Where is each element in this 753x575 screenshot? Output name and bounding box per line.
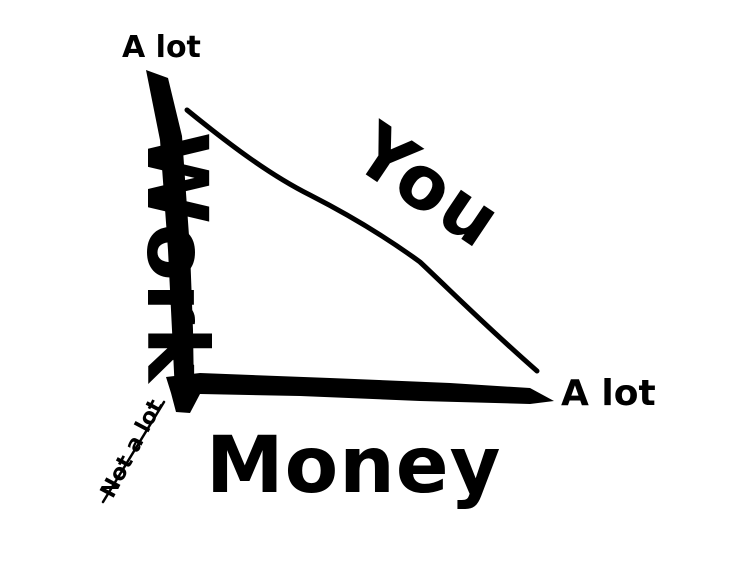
- curve-label: You: [338, 106, 517, 265]
- x-axis-line: [166, 373, 554, 413]
- you-diagonal-line-shadow: [298, 188, 414, 258]
- y-axis-line: [146, 70, 194, 393]
- y-axis-max-label: A lot: [122, 30, 201, 65]
- x-axis-label: Money: [206, 421, 501, 511]
- x-axis-max-label: A lot: [561, 373, 656, 414]
- origin-label-strike: [101, 400, 166, 504]
- y-axis-label: Work: [128, 132, 226, 385]
